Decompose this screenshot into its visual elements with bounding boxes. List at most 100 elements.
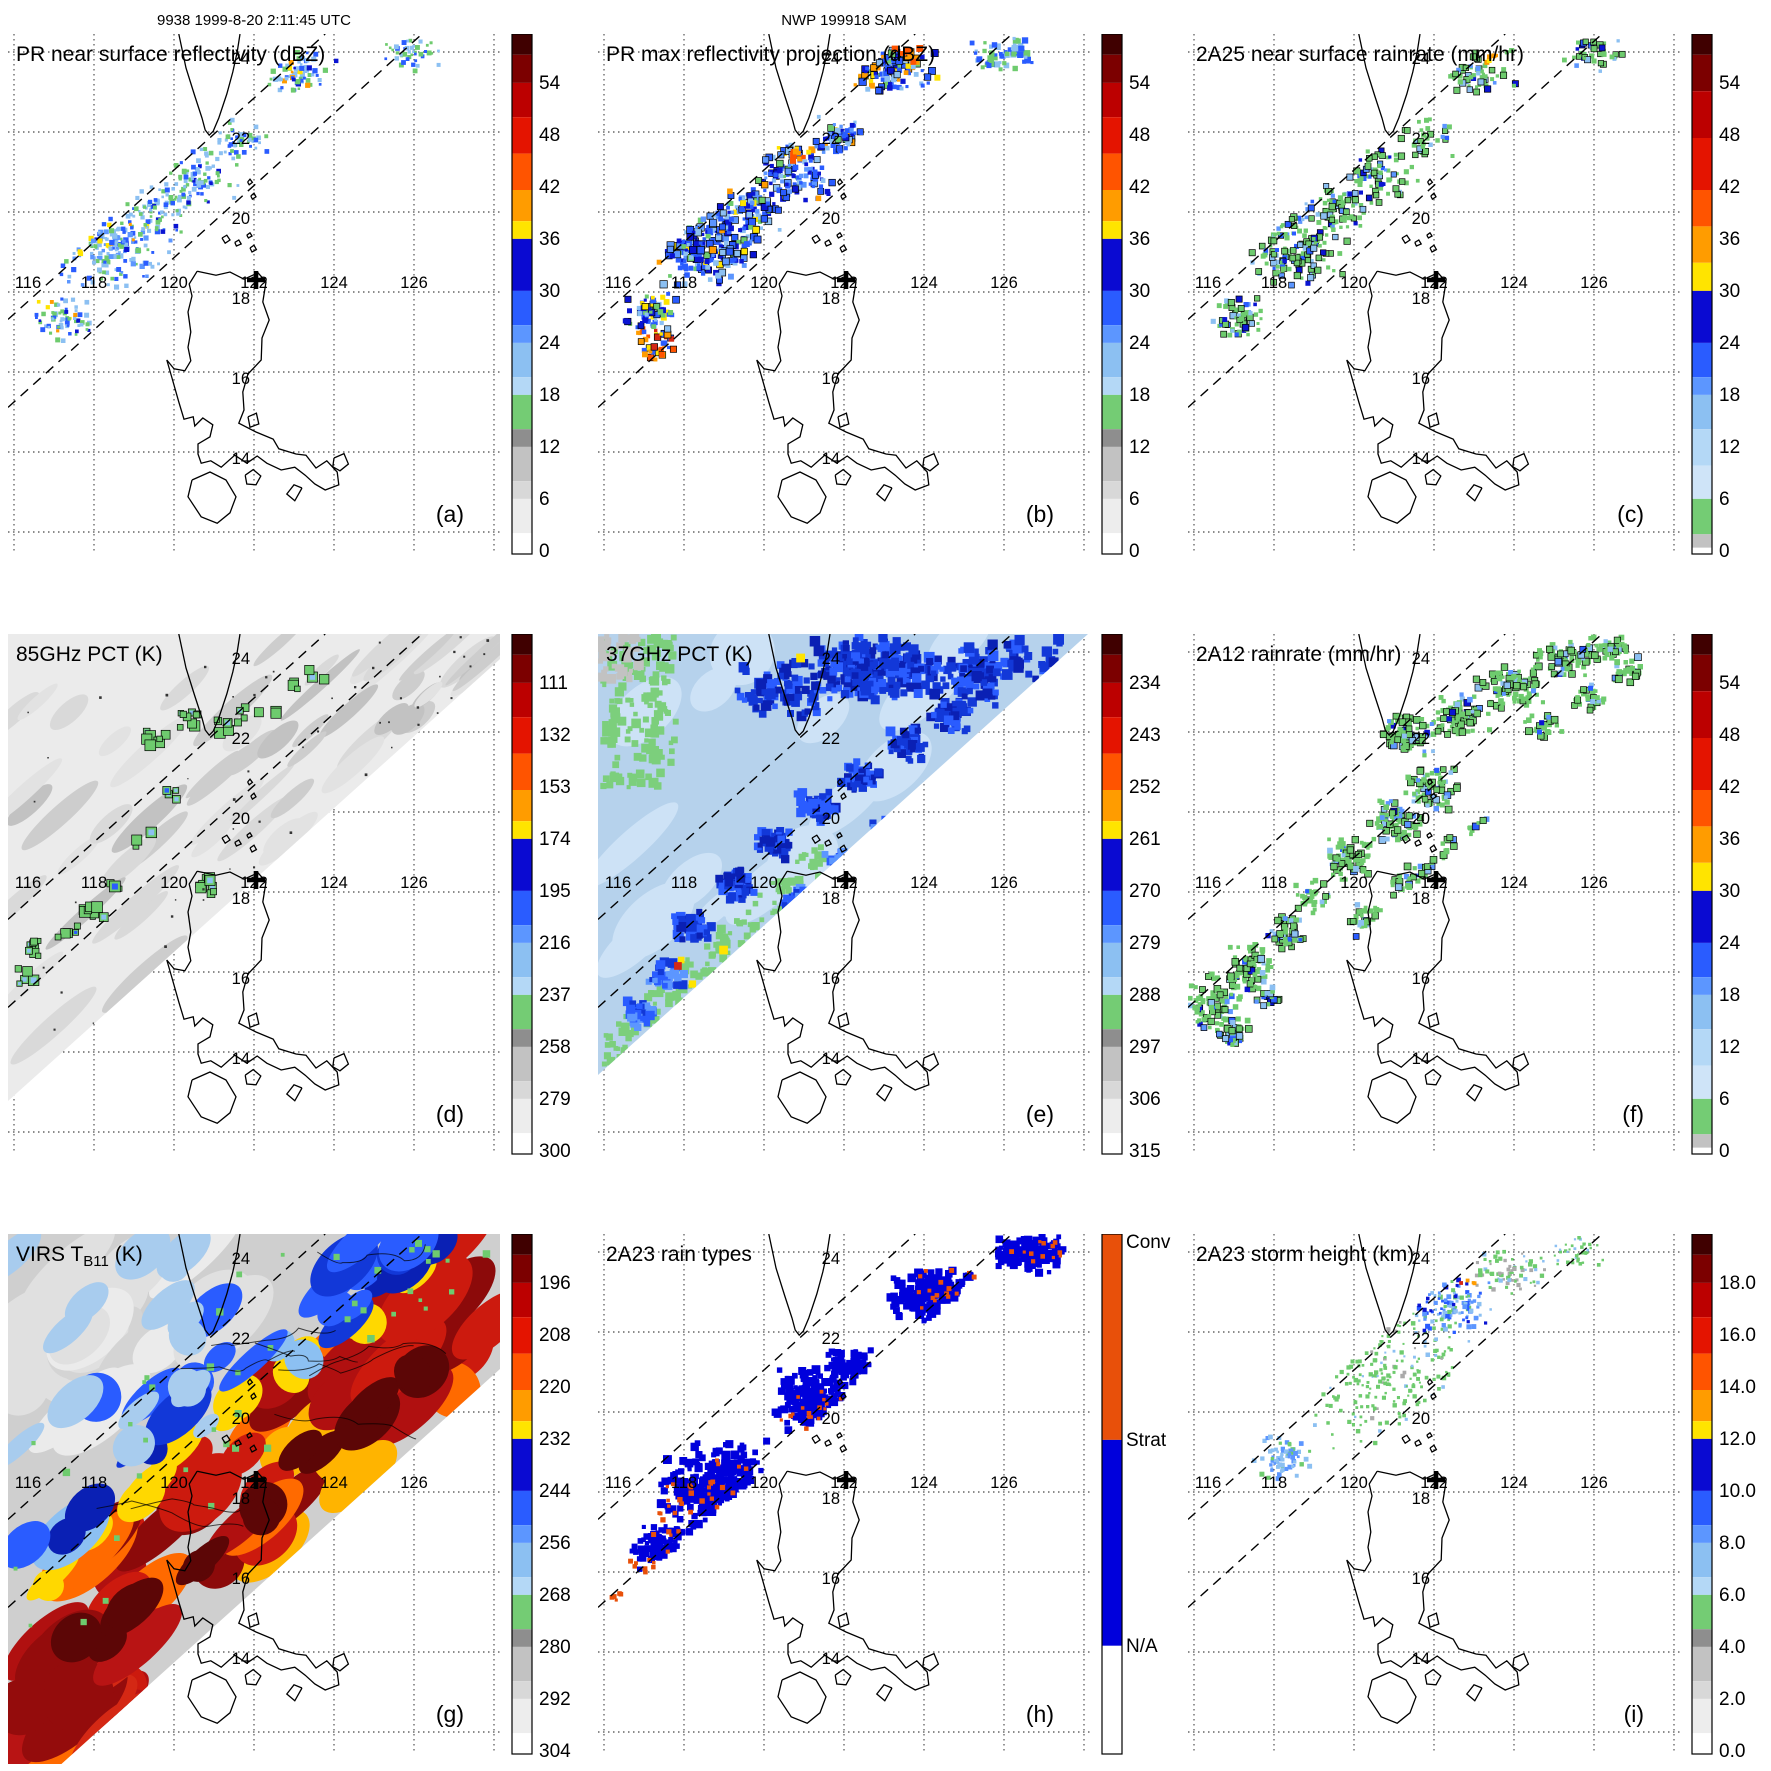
colorbar-tick-label: 306 xyxy=(1129,1089,1161,1110)
colorbar-tick-label: 300 xyxy=(539,1141,571,1162)
lon-label: 124 xyxy=(910,274,938,292)
colorbar-tick-label: 36 xyxy=(1719,829,1740,850)
graticule-grid xyxy=(1188,1234,1680,1754)
colorbar-tick-label: 280 xyxy=(539,1637,571,1658)
lat-label: 14 xyxy=(822,1050,840,1068)
panel-c: 1161181201221241262422201816142A25 near … xyxy=(1187,33,1771,564)
panel-title: 2A12 rainrate (mm/hr) xyxy=(1196,643,1401,666)
lat-label: 24 xyxy=(1412,1250,1430,1268)
data-field xyxy=(1187,634,1643,1047)
lon-label: 116 xyxy=(605,1474,631,1492)
data-field xyxy=(622,36,1034,362)
panel-title: 2A23 storm height (km) xyxy=(1196,1243,1414,1266)
colorbar-tick-label: 2.0 xyxy=(1719,1689,1745,1710)
coastline xyxy=(756,633,940,1124)
colorbar-tick-label: 24 xyxy=(1719,933,1741,954)
lat-label: 20 xyxy=(1412,810,1430,828)
axis-labels: 116118120122124126242220181614 xyxy=(15,50,428,468)
storm-center-marker xyxy=(247,1471,265,1489)
lat-label: 18 xyxy=(1412,890,1430,908)
lon-label: 118 xyxy=(1261,274,1287,292)
lon-label: 124 xyxy=(1500,874,1528,892)
colorbar-tick-label: 12 xyxy=(1129,437,1150,458)
colorbar-tick-label: 12 xyxy=(539,437,560,458)
lat-label: 24 xyxy=(822,50,840,68)
lat-label: 22 xyxy=(1412,1330,1430,1348)
lon-label: 126 xyxy=(990,874,1018,892)
swath-edge-dashed-lines xyxy=(597,633,1013,1008)
colorbar-tick-label: 12.0 xyxy=(1719,1429,1756,1450)
colorbar-tick-label: 270 xyxy=(1129,881,1161,902)
colorbar-tick-label: 174 xyxy=(539,829,571,850)
map-area: 116118120122124126242220181614PR max ref… xyxy=(597,33,1090,554)
lat-label: 14 xyxy=(1412,450,1430,468)
colorbar-tick-label: 18 xyxy=(1719,985,1740,1006)
lat-label: 20 xyxy=(232,810,250,828)
panel-e: 11611812012212412624222018161437GHz PCT … xyxy=(597,633,1184,1164)
colorbar-tick-label: 243 xyxy=(1129,725,1161,746)
colorbar-tick-label: 6 xyxy=(1129,489,1140,510)
lat-label: 22 xyxy=(822,730,840,748)
swath-edge-dashed-lines xyxy=(1187,633,1603,1008)
colorbar-tick-label: 268 xyxy=(539,1585,571,1606)
swath-edge-dashed-lines xyxy=(1187,1233,1603,1608)
lat-label: 14 xyxy=(232,1650,250,1668)
panel-title: 85GHz PCT (K) xyxy=(16,643,163,666)
colorbar-tick-label: 24 xyxy=(539,333,561,354)
lon-label: 126 xyxy=(1580,274,1608,292)
panel-letter: (f) xyxy=(1622,1101,1644,1127)
lon-label: 116 xyxy=(605,274,631,292)
lon-label: 120 xyxy=(1340,874,1368,892)
lat-label: 20 xyxy=(822,810,840,828)
lon-label: 124 xyxy=(1500,274,1528,292)
lat-label: 16 xyxy=(1412,970,1430,988)
colorbar-tick-label: Strat xyxy=(1126,1430,1167,1451)
panel-map-b: 116118120122124126242220181614PR max ref… xyxy=(597,33,1151,562)
lon-label: 116 xyxy=(15,874,41,892)
colorbar-tick-label: 0 xyxy=(1129,541,1140,562)
colorbar-tick-label: 153 xyxy=(539,777,571,798)
map-area: 116118120122124126242220181614PR near su… xyxy=(7,33,500,554)
lat-label: 22 xyxy=(1412,730,1430,748)
panel-letter: (d) xyxy=(436,1101,464,1127)
lon-label: 126 xyxy=(1580,874,1608,892)
axis-labels: 116118120122124126242220181614 xyxy=(1195,50,1608,468)
panel-f: 1161181201221241262422201816142A12 rainr… xyxy=(1187,633,1771,1164)
graticule-grid xyxy=(1188,34,1680,554)
coastline xyxy=(166,633,350,1124)
storm-center-marker xyxy=(837,871,855,889)
colorbar-tick-label: 54 xyxy=(1719,73,1741,94)
axis-labels: 116118120122124126242220181614 xyxy=(1195,1250,1608,1668)
lon-label: 126 xyxy=(990,1474,1018,1492)
colorbar-tick-label: 237 xyxy=(539,985,571,1006)
colorbar: 54 48 42 36 30 24 18 12 6 0 xyxy=(1101,33,1151,562)
lon-label: 126 xyxy=(400,1474,428,1492)
panel-d: 11611812012212412624222018161485GHz PCT … xyxy=(7,633,594,1164)
lat-label: 14 xyxy=(1412,1050,1430,1068)
colorbar-tick-label: 288 xyxy=(1129,985,1161,1006)
lon-label: 118 xyxy=(671,274,697,292)
lon-label: 124 xyxy=(320,274,348,292)
header-orbit-time: 9938 1999-8-20 2:11:45 UTC xyxy=(156,12,352,29)
colorbar-tick-label: 30 xyxy=(1719,281,1740,302)
map-area: 11611812012212412624222018161485GHz PCT … xyxy=(7,633,500,1154)
colorbar: 54 48 42 36 30 24 18 12 6 0 xyxy=(1691,33,1741,562)
lat-label: 22 xyxy=(822,130,840,148)
storm-center-marker xyxy=(247,271,265,289)
storm-center-marker xyxy=(837,271,855,289)
colorbar-tick-label: 315 xyxy=(1129,1141,1161,1162)
lat-label: 18 xyxy=(1412,1490,1430,1508)
panel-i: 1161181201221241262422201816142A23 storm… xyxy=(1187,1233,1771,1764)
panel-letter: (h) xyxy=(1026,1701,1054,1727)
panel-map-a: 116118120122124126242220181614PR near su… xyxy=(7,33,561,562)
colorbar-tick-label: 258 xyxy=(539,1037,571,1058)
lon-label: 120 xyxy=(1340,1474,1368,1492)
colorbar-tick-label: 292 xyxy=(539,1689,571,1710)
lat-label: 16 xyxy=(232,1570,250,1588)
panel-letter: (b) xyxy=(1026,501,1054,527)
panel-letter: (i) xyxy=(1624,1701,1644,1727)
colorbar: 54 48 42 36 30 24 18 12 6 0 xyxy=(511,33,561,562)
panel-map-g: 116118120122124126242220181614VIRS TB11 … xyxy=(7,1233,571,1771)
colorbar-tick-label: 8.0 xyxy=(1719,1533,1745,1554)
